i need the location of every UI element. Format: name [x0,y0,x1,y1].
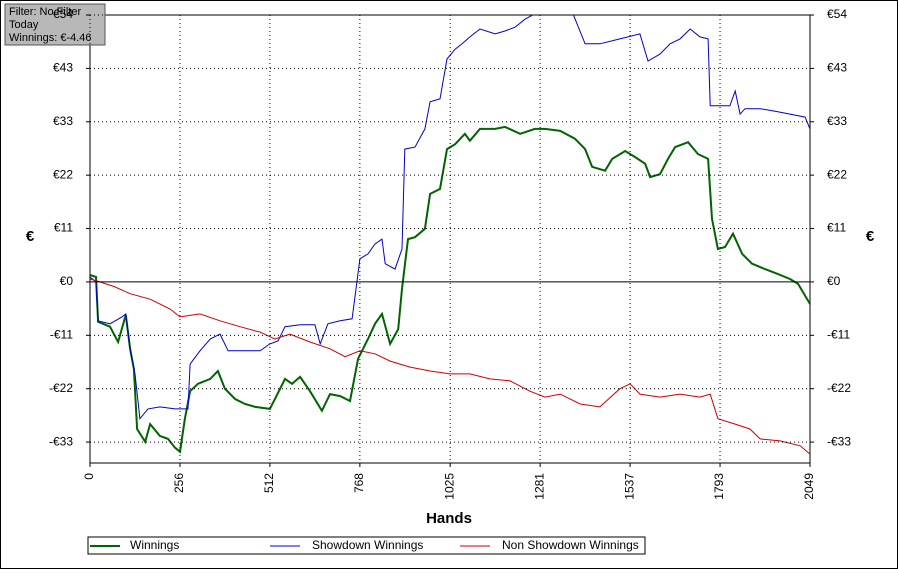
series-line [90,278,810,455]
y-tick-label: €33 [53,114,73,128]
y2-tick-label: €0 [827,274,841,288]
y-tick-label: -€33 [49,434,73,448]
y2-tick-label: €11 [827,221,846,235]
y2-axis-label: € [866,228,875,245]
plot-area [90,15,810,455]
y2-tick-label: -€22 [827,381,851,395]
y2-tick-label: €43 [827,61,847,75]
y-axis-label: € [26,228,35,245]
x-tick-label: 768 [352,473,366,493]
y2-tick-label: €22 [827,167,847,181]
y-tick-label: -€22 [49,381,73,395]
info-text: Winnings: €-4.46 [9,32,92,44]
legend-label: Non Showdown Winnings [502,538,639,552]
y-tick-label: €54 [53,7,73,21]
legend-label: Winnings [130,538,179,552]
info-text: Today [9,19,39,31]
y2-tick-label: €33 [827,114,847,128]
y2-tick-label: -€11 [827,327,850,341]
x-tick-label: 1281 [532,473,546,500]
y-tick-label: €11 [54,221,73,235]
y-tick-label: -€11 [50,327,73,341]
legend-label: Showdown Winnings [312,538,423,552]
x-tick-label: 1025 [442,473,456,500]
legend [87,536,646,555]
x-tick-label: 2049 [802,473,816,500]
x-axis-label: Hands [426,510,472,527]
info-text: Filter: No Filter [9,6,81,18]
x-tick-label: 0 [82,473,96,480]
x-tick-label: 1793 [712,473,726,500]
x-tick-label: 1537 [622,473,636,500]
y2-tick-label: €54 [827,7,847,21]
series-line [90,125,810,454]
y-tick-label: €43 [53,61,73,75]
y2-tick-label: -€33 [827,434,851,448]
y-tick-label: €22 [53,167,73,181]
series-line [90,15,810,420]
x-tick-label: 512 [262,473,276,493]
x-tick-label: 256 [172,473,186,493]
info-box [4,3,106,46]
y-tick-label: €0 [60,274,74,288]
